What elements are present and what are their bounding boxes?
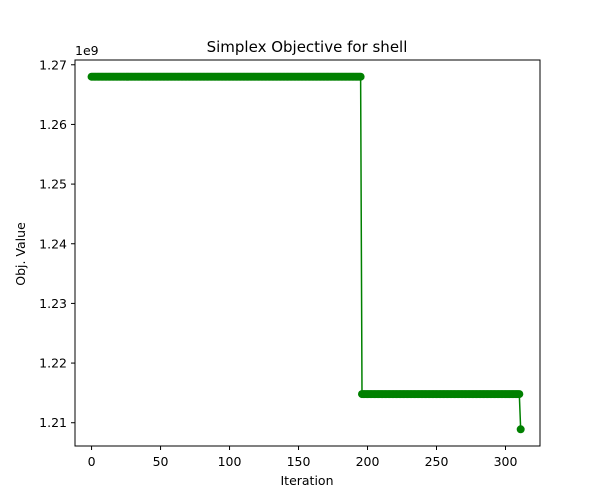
y-tick-label: 1.25 bbox=[39, 177, 67, 192]
x-tick-label: 300 bbox=[494, 454, 518, 469]
data-point bbox=[516, 425, 525, 434]
y-tick-label: 1.22 bbox=[39, 356, 67, 371]
chart-title: Simplex Objective for shell bbox=[207, 38, 408, 56]
y-tick-label: 1.26 bbox=[39, 117, 67, 132]
data-point bbox=[515, 390, 524, 399]
x-tick-label: 250 bbox=[425, 454, 449, 469]
x-tick-label: 200 bbox=[356, 454, 380, 469]
y-tick-label: 1.24 bbox=[39, 236, 67, 251]
y-tick-label: 1.23 bbox=[39, 296, 67, 311]
x-axis-label: Iteration bbox=[280, 473, 333, 488]
x-tick-label: 150 bbox=[287, 454, 311, 469]
x-tick-label: 100 bbox=[218, 454, 242, 469]
y-tick-label: 1.21 bbox=[39, 415, 67, 430]
data-point bbox=[356, 72, 365, 81]
axis-ticks: 0 50 100 150 200 250 300 1.21 1.22 1.23 1.24 1.25 1.… bbox=[39, 57, 541, 469]
series-line bbox=[91, 75, 522, 430]
axes-frame bbox=[74, 59, 541, 447]
x-tick-label: 0 bbox=[88, 454, 96, 469]
plot-area bbox=[87, 72, 525, 434]
y-tick-label: 1.27 bbox=[39, 57, 67, 72]
x-tick-label: 50 bbox=[153, 454, 169, 469]
y-axis-offset-label: 1e9 bbox=[75, 43, 99, 58]
y-axis-label: Obj. Value bbox=[13, 222, 28, 286]
